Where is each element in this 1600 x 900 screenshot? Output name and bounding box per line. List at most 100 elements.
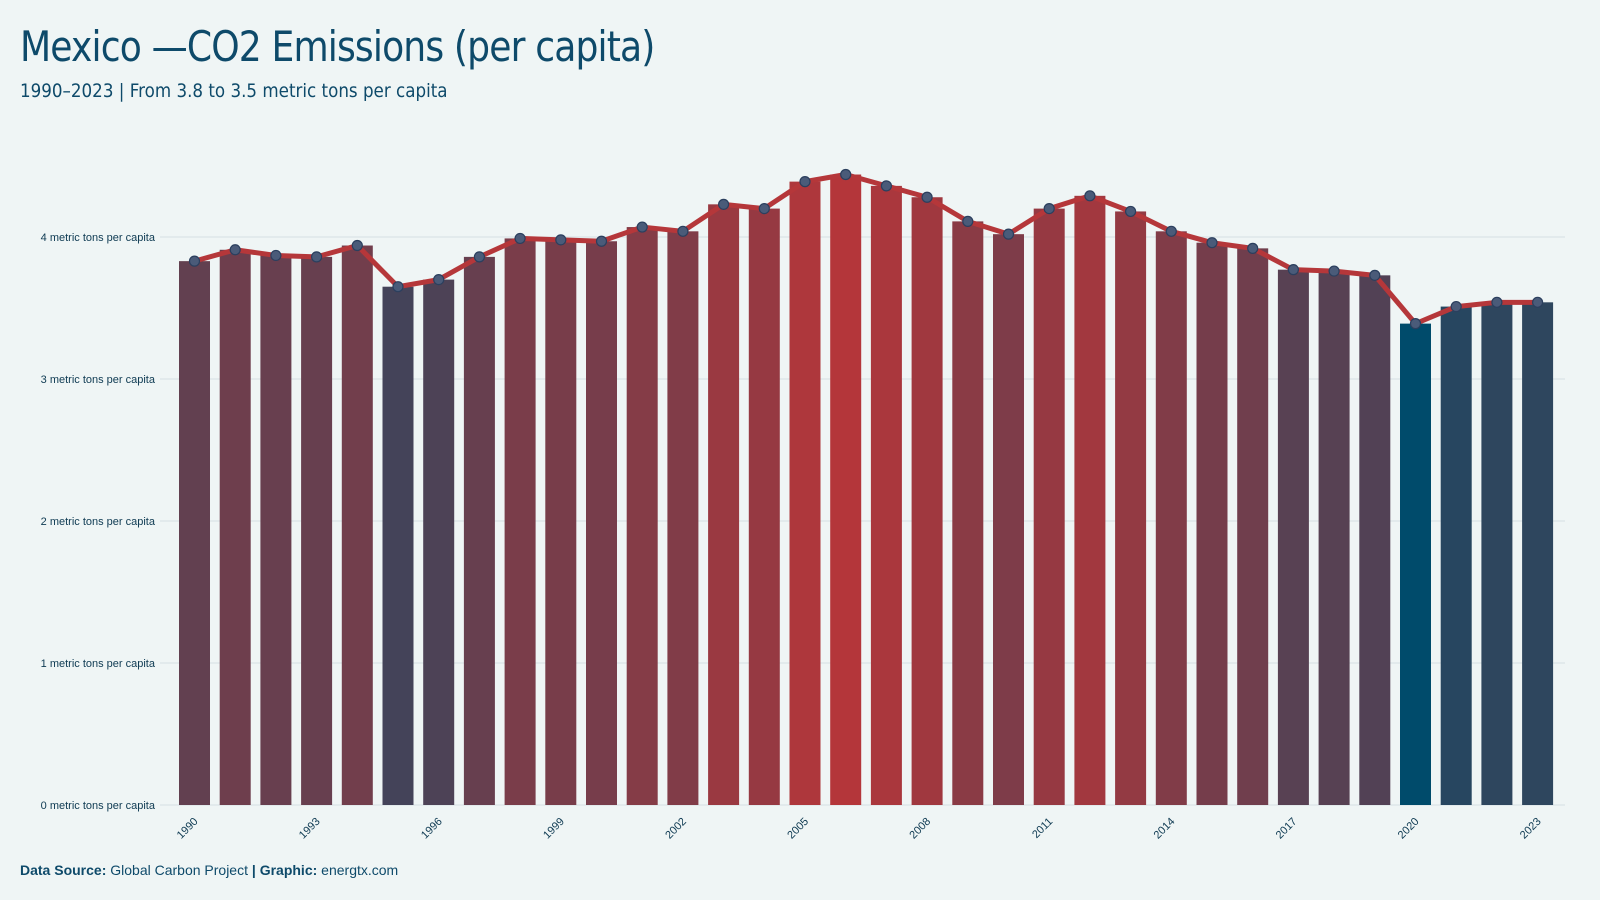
data-points (188, 168, 1544, 330)
bar-2008 (911, 197, 943, 806)
point-2008 (921, 191, 933, 203)
point-2023 (1531, 296, 1544, 308)
bar-2012 (1074, 195, 1106, 805)
x-tick-label: 2014 (1152, 816, 1178, 842)
bar-1990 (179, 261, 210, 805)
point-2016 (1247, 242, 1259, 254)
point-1994 (351, 239, 363, 252)
y-tick-label: 4 metric tons per capita (41, 232, 156, 244)
point-1991 (229, 244, 241, 256)
point-2019 (1369, 269, 1381, 281)
point-1995 (392, 281, 404, 293)
x-tick-label: 1999 (541, 816, 567, 842)
point-2003 (717, 198, 730, 210)
bar-2021 (1440, 306, 1472, 805)
bar-2018 (1318, 271, 1350, 806)
point-2020 (1409, 318, 1422, 330)
x-tick-label: 2017 (1274, 816, 1300, 842)
point-2018 (1328, 265, 1340, 277)
y-tick-label: 2 metric tons per capita (41, 516, 156, 528)
bar-2014 (1155, 231, 1187, 805)
source-value: Global Carbon Project (110, 862, 248, 878)
bar-2020 (1400, 323, 1431, 805)
bar-2010 (993, 234, 1024, 805)
point-2017 (1287, 264, 1300, 276)
footer: Data Source: Global Carbon Project | Gra… (20, 862, 398, 878)
bar-2005 (789, 181, 821, 805)
bar-1991 (219, 249, 251, 805)
series-line (192, 172, 1541, 327)
bar-1997 (463, 256, 495, 805)
x-tick-label: 2008 (907, 816, 933, 842)
bar-2006 (830, 174, 862, 805)
point-1998 (514, 232, 526, 245)
bars (179, 174, 1554, 806)
point-1992 (270, 249, 282, 262)
point-2015 (1206, 237, 1218, 249)
x-tick-label: 1996 (419, 816, 445, 842)
point-2007 (880, 180, 893, 192)
bar-2001 (626, 227, 658, 805)
point-2014 (1165, 225, 1177, 237)
point-2006 (840, 168, 852, 181)
chart-title: Mexico —CO2 Emissions (per capita) (20, 22, 655, 71)
bar-2019 (1359, 275, 1391, 806)
bar-2013 (1115, 211, 1147, 805)
footer-separator: | (251, 862, 256, 878)
point-2012 (1084, 190, 1096, 202)
point-1999 (555, 234, 567, 246)
y-tick-label: 3 metric tons per capita (41, 374, 156, 386)
bar-2015 (1196, 242, 1228, 805)
bar-2022 (1481, 302, 1513, 805)
chart-subtitle: 1990–2023 | From 3.8 to 3.5 metric tons … (20, 80, 448, 102)
x-tick-label: 2020 (1396, 816, 1422, 842)
point-2001 (636, 221, 648, 233)
point-1996 (433, 274, 445, 286)
source-label: Data Source: (20, 862, 107, 878)
point-1990 (188, 255, 201, 267)
bar-2007 (870, 185, 902, 805)
x-axis-labels: 1990 1993 1996 1999 2002 2005 2008 2011 2014 2017… (175, 816, 1544, 842)
y-tick-label: 0 metric tons per capita (41, 800, 156, 812)
bar-2002 (667, 231, 699, 805)
point-2000 (595, 235, 608, 247)
y-axis-labels: 0 metric tons per capita 1 metric tons pe… (41, 232, 156, 812)
bar-1992 (260, 255, 292, 805)
point-1993 (311, 251, 323, 263)
point-1997 (473, 251, 485, 263)
bar-2004 (748, 208, 780, 806)
x-tick-label: 1990 (175, 816, 201, 842)
bar-2000 (586, 241, 617, 805)
x-tick-label: 2002 (663, 816, 689, 842)
bar-2011 (1033, 208, 1065, 806)
trend-line (192, 172, 1541, 327)
graphic-label: Graphic: (259, 862, 318, 878)
point-2021 (1450, 300, 1462, 313)
graphic-value: energtx.com (321, 862, 399, 878)
bar-2023 (1522, 302, 1554, 805)
x-tick-label: 2023 (1518, 816, 1544, 842)
point-2005 (799, 176, 811, 188)
bar-1994 (341, 245, 373, 805)
point-2010 (1002, 228, 1015, 240)
bar-2017 (1277, 269, 1309, 805)
bar-1996 (423, 279, 455, 806)
x-tick-label: 1993 (297, 816, 323, 842)
x-tick-label: 2011 (1030, 816, 1055, 841)
bar-1998 (504, 238, 536, 806)
point-2009 (962, 215, 974, 227)
y-tick-label: 1 metric tons per capita (41, 658, 156, 670)
point-2022 (1491, 296, 1503, 308)
point-2013 (1124, 205, 1137, 218)
bar-1993 (301, 256, 333, 805)
point-2002 (677, 225, 689, 237)
bar-2009 (952, 221, 984, 805)
bar-2003 (708, 204, 740, 806)
bar-1995 (382, 286, 414, 805)
point-2004 (758, 203, 770, 215)
bar-1999 (545, 239, 577, 806)
x-tick-label: 2005 (785, 816, 811, 842)
bar-2016 (1237, 248, 1269, 806)
point-2011 (1043, 203, 1055, 215)
